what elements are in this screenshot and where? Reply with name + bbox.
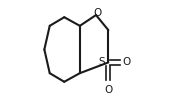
Text: O: O [104,85,112,95]
Text: O: O [122,57,131,67]
Text: S: S [98,57,105,67]
Text: O: O [93,8,101,18]
